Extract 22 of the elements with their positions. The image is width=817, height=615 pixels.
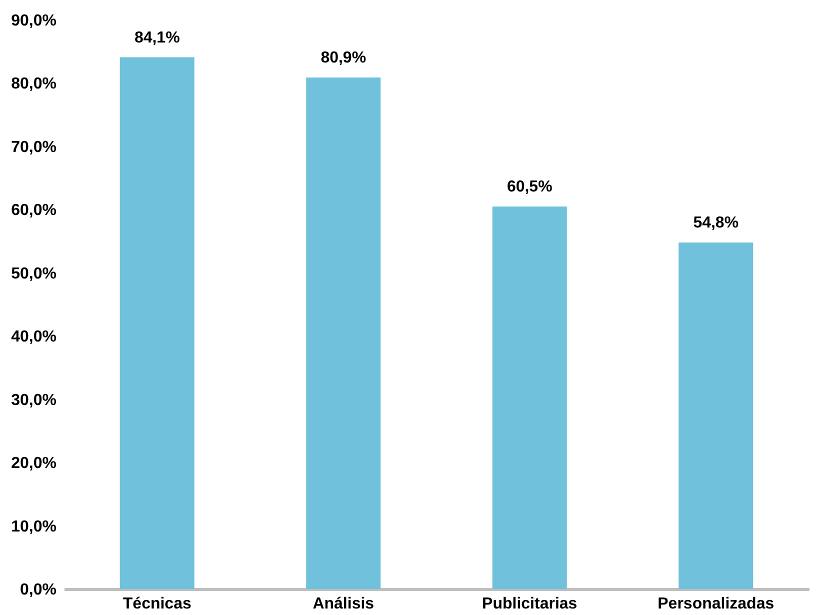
x-tick-label: Análisis <box>312 596 374 612</box>
y-tick-label: 70,0% <box>11 138 56 156</box>
data-label: 54,8% <box>693 214 739 232</box>
y-tick-label: 20,0% <box>11 455 56 472</box>
data-label: 60,5% <box>506 178 552 196</box>
bar <box>306 78 381 589</box>
y-tick-label: 80,0% <box>11 76 56 93</box>
bar <box>492 206 567 589</box>
x-tick-label: Técnicas <box>122 596 192 612</box>
bar <box>120 57 194 589</box>
x-tick-label: Publicitarias <box>482 596 578 612</box>
y-tick-label: 90,0% <box>11 12 56 30</box>
y-tick-label: 30,0% <box>11 392 56 409</box>
y-tick-label: 0,0% <box>20 582 56 598</box>
y-tick-label: 60,0% <box>11 202 56 220</box>
data-label: 84,1% <box>134 29 180 46</box>
data-label: 80,9% <box>320 50 366 67</box>
bar <box>678 242 754 589</box>
y-tick-label: 10,0% <box>11 518 56 536</box>
y-tick-label: 50,0% <box>11 265 56 282</box>
y-tick-label: 40,0% <box>11 328 56 346</box>
x-tick-label: Personalizadas <box>658 596 774 612</box>
